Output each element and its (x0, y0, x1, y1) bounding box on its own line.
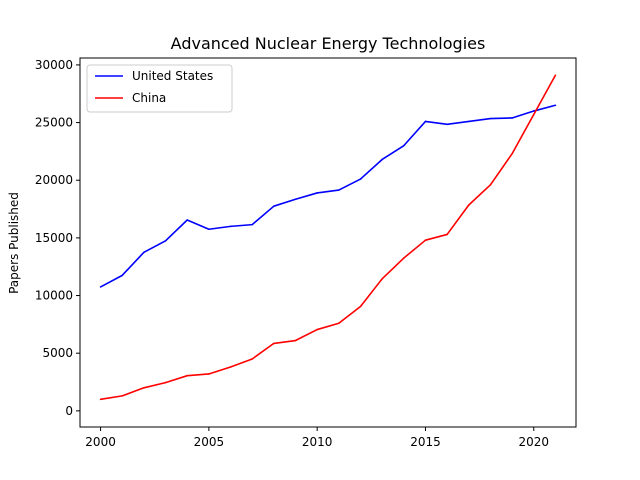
plot-frame (79, 57, 577, 428)
data-point-china (381, 278, 383, 280)
data-point-united-states (554, 104, 557, 107)
x-tick-label: 2000 (85, 435, 116, 449)
data-point-united-states (121, 274, 124, 277)
y-tick-label: 30000 (35, 58, 73, 72)
data-point-china (143, 386, 145, 389)
legend-box (86, 64, 233, 113)
x-axis: 2000 2005 2010 2015 2020 (85, 427, 549, 449)
y-tick-label: 0 (65, 404, 73, 418)
x-tick-label: 2020 (518, 435, 549, 449)
data-point-united-states (273, 205, 275, 207)
data-point-united-states (208, 228, 210, 231)
data-point-united-states (164, 239, 167, 242)
series-layer (99, 74, 557, 401)
data-point-united-states (294, 198, 297, 201)
y-axis-label: Papers Published (7, 192, 21, 294)
data-point-united-states (467, 120, 470, 123)
data-point-china (121, 395, 124, 397)
data-point-united-states (99, 286, 102, 288)
data-point-united-states (446, 123, 448, 126)
y-tick-label: 25000 (35, 116, 73, 130)
data-point-china (403, 257, 405, 259)
data-point-united-states (381, 158, 383, 161)
data-point-united-states (143, 251, 145, 254)
data-point-china (338, 322, 340, 325)
data-point-china (316, 328, 318, 331)
legend-item-united-states: United States (95, 69, 213, 83)
legend-label: China (132, 91, 166, 105)
data-point-china (273, 342, 275, 345)
y-axis: 0 5000 10000 15000 20000 25000 30000 (35, 58, 80, 418)
data-point-china (446, 233, 448, 236)
data-point-united-states (424, 120, 427, 123)
y-tick-label: 20000 (35, 173, 73, 187)
data-point-china (229, 366, 232, 368)
data-point-china (532, 113, 535, 116)
data-point-united-states (186, 219, 189, 221)
y-tick-label: 10000 (35, 289, 73, 303)
data-point-united-states (251, 223, 253, 226)
data-point-united-states (338, 189, 340, 191)
series-united-states (99, 104, 557, 288)
series-line-china (100, 74, 557, 401)
data-point-china (208, 373, 210, 375)
data-point-united-states (489, 117, 492, 120)
data-point-china (99, 398, 102, 401)
x-tick-label: 2005 (194, 435, 225, 449)
series-china (99, 74, 557, 401)
data-point-china (554, 74, 557, 77)
data-point-united-states (359, 178, 362, 180)
x-tick-label: 2010 (302, 435, 333, 449)
y-tick-label: 5000 (42, 346, 73, 360)
plot-area (79, 57, 577, 428)
chart-title: Advanced Nuclear Energy Technologies (171, 34, 486, 53)
data-point-united-states (316, 192, 318, 194)
x-tick-label: 2015 (410, 435, 441, 449)
series-line-united-states (100, 104, 556, 288)
data-point-china (489, 184, 492, 186)
legend-item-china: China (95, 91, 166, 105)
legend: United States China (86, 64, 233, 113)
data-point-china (511, 152, 513, 155)
data-point-united-states (229, 225, 232, 228)
data-point-china (251, 358, 253, 360)
legend-label: United States (132, 69, 213, 83)
data-point-united-states (511, 117, 513, 119)
data-point-china (164, 381, 167, 384)
data-point-china (294, 339, 297, 342)
data-point-china (359, 305, 362, 308)
data-point-china (424, 239, 427, 241)
data-point-china (186, 374, 189, 377)
data-point-united-states (403, 144, 405, 147)
y-tick-label: 15000 (35, 231, 73, 245)
data-point-united-states (532, 110, 535, 112)
data-point-china (467, 204, 470, 206)
